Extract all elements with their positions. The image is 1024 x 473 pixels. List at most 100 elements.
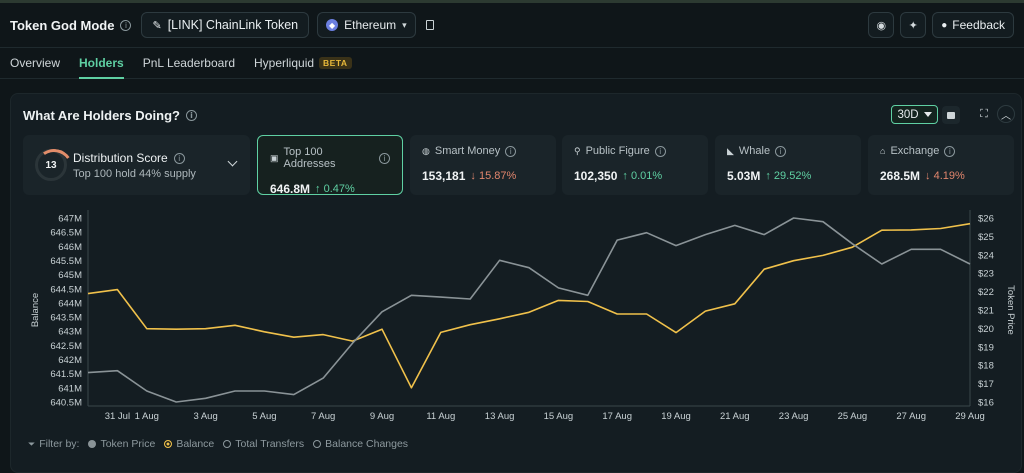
filter-row: ⏷ Filter by: Token Price Balance Total T…	[28, 438, 408, 450]
info-icon[interactable]: i	[654, 145, 666, 157]
card-change: 0.47%	[323, 183, 355, 195]
expand-button[interactable]: ⛶	[977, 107, 991, 121]
watch-button[interactable]: ◉	[868, 12, 895, 38]
y-axis-label: Balance	[30, 293, 41, 327]
y-tick-label: 645.5M	[50, 256, 82, 267]
filter-balance-changes[interactable]: Balance Changes	[313, 438, 408, 450]
x-tick-label: 15 Aug	[544, 411, 574, 422]
x-tick-label: 9 Aug	[370, 411, 394, 422]
x-tick-label: 3 Aug	[193, 411, 217, 422]
x-tick-label: 11 Aug	[426, 411, 455, 422]
y2-tick-label: $18	[978, 361, 994, 372]
eye-icon: ◉	[876, 19, 887, 32]
info-icon[interactable]: i	[775, 145, 787, 157]
filter-option-label: Balance	[176, 438, 215, 450]
y2-tick-label: $20	[978, 324, 994, 335]
radio-icon	[88, 440, 97, 448]
y-tick-label: 640.5M	[50, 398, 82, 409]
wallet-icon: ▣	[270, 152, 279, 163]
collapse-button[interactable]: ︿	[997, 105, 1015, 123]
chat-icon: ●	[941, 19, 948, 31]
radio-icon	[164, 440, 173, 448]
card-value: 5.03M	[727, 169, 761, 183]
chevron-up-icon: ︿	[1001, 110, 1011, 122]
card-change: 0.01%	[630, 170, 663, 182]
page-title: Token God Mode	[10, 17, 115, 33]
card-smart-money[interactable]: ◍ Smart Money i 153,181 ↓ 15.87%	[410, 135, 556, 195]
filter-option-label: Balance Changes	[325, 438, 409, 450]
x-tick-label: 27 Aug	[896, 411, 926, 422]
caret-down-icon	[923, 112, 932, 117]
card-top-100-addresses[interactable]: ▣ Top 100 Addresses i 646.8M ↑ 0.47%	[257, 135, 403, 196]
y2-axis-label: Token Price	[1005, 285, 1016, 335]
chain-selector[interactable]: ◆ Ethereum ▾	[317, 12, 416, 38]
info-icon[interactable]: i	[944, 145, 956, 157]
y-tick-label: 647M	[58, 214, 82, 225]
y-tick-label: 644.5M	[50, 284, 82, 295]
tab-overview[interactable]: Overview	[10, 48, 60, 79]
y-tick-label: 642.5M	[50, 341, 82, 352]
top-bar: Token God Mode i ✎ [LINK] ChainLink Toke…	[0, 0, 1024, 48]
radio-icon	[223, 440, 232, 448]
card-public-figure[interactable]: ⚲ Public Figure i 102,350 ↑ 0.01%	[562, 135, 708, 195]
info-icon[interactable]: i	[120, 19, 132, 31]
filter-option-label: Token Price	[100, 438, 156, 450]
bank-icon: ⌂	[880, 146, 886, 156]
y-tick-label: 646M	[58, 242, 82, 253]
y2-tick-label: $22	[978, 287, 994, 298]
distribution-subtitle: Top 100 hold 44% supply	[73, 168, 196, 180]
pin-icon: ✦	[908, 19, 918, 32]
y2-tick-label: $24	[978, 250, 994, 261]
card-value: 646.8M	[270, 182, 311, 196]
feedback-button[interactable]: ● Feedback	[932, 12, 1014, 38]
y-tick-label: 643M	[58, 327, 82, 338]
x-tick-label: 21 Aug	[720, 411, 750, 422]
distribution-title-text: Distribution Score	[73, 151, 168, 165]
tab-label: Holders	[79, 56, 124, 70]
filter-token-price[interactable]: Token Price	[88, 438, 155, 450]
x-tick-label: 5 Aug	[252, 411, 276, 422]
info-icon[interactable]: i	[173, 152, 185, 164]
radio-icon	[313, 440, 322, 448]
distribution-card[interactable]: 13 Distribution Score i Top 100 hold 44%…	[23, 135, 250, 195]
series-line-token-price	[87, 217, 971, 403]
calendar-button[interactable]	[942, 106, 960, 124]
panel-title: What Are Holders Doing? i	[23, 108, 197, 123]
holders-panel: What Are Holders Doing? i 30D ⛶ ︿ 13 Dis…	[10, 93, 1022, 473]
info-icon[interactable]: i	[505, 145, 517, 157]
y2-tick-label: $17	[978, 379, 994, 390]
tab-holders[interactable]: Holders	[79, 48, 124, 79]
x-tick-label: 29 Aug	[955, 411, 985, 422]
brain-icon: ◍	[422, 145, 430, 156]
beta-badge: BETA	[319, 57, 352, 69]
tab-pnl-leaderboard[interactable]: PnL Leaderboard	[143, 48, 235, 79]
card-change: 15.87%	[478, 170, 517, 182]
token-selector[interactable]: ✎ [LINK] ChainLink Token	[141, 12, 310, 38]
card-label: Whale	[738, 145, 771, 157]
card-whale[interactable]: ◣ Whale i 5.03M ↑ 29.52%	[715, 135, 861, 195]
tab-bar: Overview Holders PnL Leaderboard Hyperli…	[0, 48, 1024, 79]
series-line-balance	[87, 222, 971, 389]
card-value: 268.5M	[880, 169, 921, 183]
filter-total-transfers[interactable]: Total Transfers	[223, 438, 304, 450]
broadcast-icon: ⚲	[574, 145, 581, 156]
ethereum-icon: ◆	[326, 19, 339, 31]
holders-chart[interactable]: 640.5M 641M 641.5M 642M 642.5M 643M 643.5M 644M…	[0, 0, 1024, 459]
range-selector[interactable]: 30D	[891, 105, 938, 124]
y-tick-label: 641M	[58, 383, 82, 394]
x-tick-label: 23 Aug	[779, 411, 809, 422]
whale-icon: ◣	[727, 145, 734, 156]
y-tick-label: 646.5M	[50, 228, 82, 239]
token-name: [LINK] ChainLink Token	[167, 18, 299, 32]
info-icon[interactable]: i	[185, 110, 197, 121]
info-icon[interactable]: i	[379, 152, 390, 164]
tab-hyperliquid[interactable]: Hyperliquid BETA	[254, 48, 352, 79]
y-tick-label: 645M	[58, 270, 82, 281]
x-tick-label: 31 Jul	[105, 411, 130, 422]
pin-button[interactable]: ✦	[900, 12, 927, 38]
card-exchange[interactable]: ⌂ Exchange i 268.5M ↓ 4.19%	[868, 135, 1014, 195]
copy-icon[interactable]	[425, 20, 434, 30]
y-tick-label: 641.5M	[50, 369, 82, 380]
filter-balance[interactable]: Balance	[164, 438, 214, 450]
card-label: Public Figure	[585, 145, 650, 157]
